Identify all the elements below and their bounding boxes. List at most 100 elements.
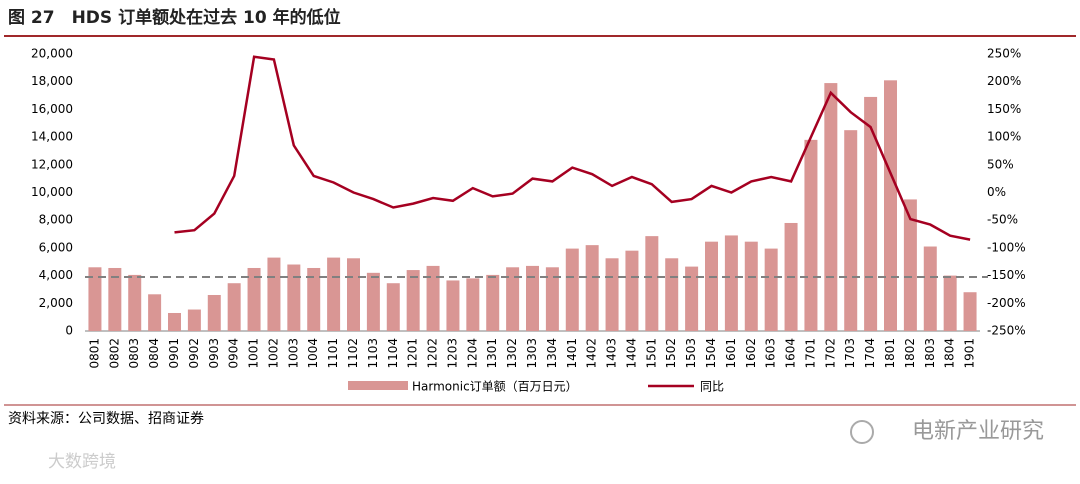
y2-tick-label: -250%	[987, 324, 1026, 338]
bar	[884, 80, 897, 331]
bar	[804, 139, 818, 331]
bar	[864, 96, 878, 331]
legend-label: 同比	[700, 380, 724, 394]
x-tick-label: 1004	[306, 338, 320, 369]
x-tick-label: 1503	[684, 338, 698, 369]
bar	[88, 267, 102, 331]
x-tick-label: 1602	[744, 338, 758, 369]
x-tick-label: 1002	[266, 338, 280, 369]
bar	[128, 274, 142, 331]
bar	[506, 267, 520, 331]
x-tick-label: 0801	[87, 338, 101, 369]
bar	[327, 257, 341, 331]
bar	[824, 83, 838, 332]
x-tick-label: 0902	[187, 338, 201, 369]
bar	[844, 130, 858, 331]
bar	[645, 236, 659, 331]
x-tick-label: 1203	[445, 338, 459, 369]
y-tick-label: 6,000	[39, 240, 73, 254]
x-tick-label: 1304	[545, 338, 559, 369]
bar	[168, 312, 181, 331]
y-tick-label: 8,000	[39, 213, 73, 227]
y2-tick-label: 200%	[987, 74, 1021, 88]
legend-label: Harmonic订单额（百万日元）	[412, 380, 578, 394]
bar	[347, 258, 360, 331]
y2-tick-label: -100%	[987, 240, 1026, 254]
bar	[148, 294, 162, 331]
x-tick-label: 1501	[644, 338, 658, 369]
y-tick-label: 0	[65, 324, 73, 338]
y-tick-label: 18,000	[31, 74, 73, 88]
chart-title: 图 27 HDS 订单额处在过去 10 年的低位	[8, 7, 341, 28]
x-tick-label: 1101	[326, 338, 340, 369]
x-tick-label: 0901	[167, 338, 181, 369]
bar	[665, 258, 679, 331]
y2-tick-label: -50%	[987, 213, 1018, 227]
x-tick-label: 1003	[286, 338, 300, 369]
x-tick-label: 1703	[843, 338, 857, 369]
bar	[406, 270, 420, 331]
bar	[486, 274, 500, 331]
legend-swatch	[348, 381, 408, 390]
bar	[585, 245, 599, 331]
watermark: 电新产业研究	[912, 419, 1044, 444]
x-tick-label: 1704	[863, 338, 877, 369]
bar	[625, 250, 639, 331]
x-tick-label: 1302	[505, 338, 519, 369]
x-tick-label: 1804	[943, 338, 957, 369]
x-tick-label: 1803	[923, 338, 937, 369]
y-tick-label: 10,000	[31, 185, 73, 199]
x-tick-label: 1402	[585, 338, 599, 369]
x-tick-label: 1103	[366, 338, 380, 369]
bar	[287, 264, 301, 331]
x-tick-label: 0803	[127, 338, 141, 369]
bar	[923, 246, 937, 331]
bar	[426, 265, 440, 331]
y-tick-label: 14,000	[31, 130, 73, 144]
bar	[247, 267, 261, 331]
source: 资料来源：公司数据、招商证券	[8, 411, 204, 427]
bar	[744, 241, 758, 331]
bar	[724, 235, 738, 331]
y2-tick-label: -150%	[987, 268, 1026, 282]
x-tick-label: 1504	[704, 338, 718, 369]
x-tick-label: 0903	[207, 338, 221, 369]
y-tick-label: 16,000	[31, 102, 73, 116]
bar	[903, 199, 917, 331]
y2-tick-label: -200%	[987, 296, 1026, 310]
bar	[108, 267, 122, 331]
x-tick-label: 1404	[624, 338, 638, 369]
x-tick-label: 0904	[227, 338, 241, 369]
x-tick-label: 0802	[107, 338, 121, 369]
bar	[764, 248, 778, 331]
x-tick-label: 1104	[386, 338, 400, 369]
bar	[207, 294, 221, 331]
y-tick-label: 4,000	[39, 268, 73, 282]
x-tick-label: 1204	[465, 338, 479, 369]
bar	[386, 283, 400, 331]
x-tick-label: 1603	[764, 338, 778, 369]
y2-tick-label: 150%	[987, 102, 1021, 116]
x-tick-label: 1202	[426, 338, 440, 369]
bar	[963, 292, 977, 331]
y2-tick-label: 0%	[987, 185, 1006, 199]
y2-tick-label: 250%	[987, 47, 1021, 61]
x-tick-label: 1802	[903, 338, 917, 369]
x-tick-label: 1901	[963, 338, 977, 369]
bar	[466, 278, 480, 331]
bar	[307, 267, 321, 331]
x-tick-label: 1102	[346, 338, 360, 369]
y-tick-label: 12,000	[31, 157, 73, 171]
bar	[267, 257, 281, 331]
x-tick-label: 1001	[247, 338, 261, 369]
watermark-icon	[850, 420, 874, 444]
x-tick-label: 1601	[724, 338, 738, 369]
bar	[545, 267, 559, 331]
bar	[565, 248, 579, 331]
y-tick-label: 2,000	[39, 296, 73, 310]
bar	[366, 272, 380, 331]
bar	[605, 258, 619, 331]
x-tick-label: 1702	[823, 338, 837, 369]
y2-tick-label: 50%	[987, 157, 1014, 171]
x-tick-label: 1604	[784, 338, 798, 369]
